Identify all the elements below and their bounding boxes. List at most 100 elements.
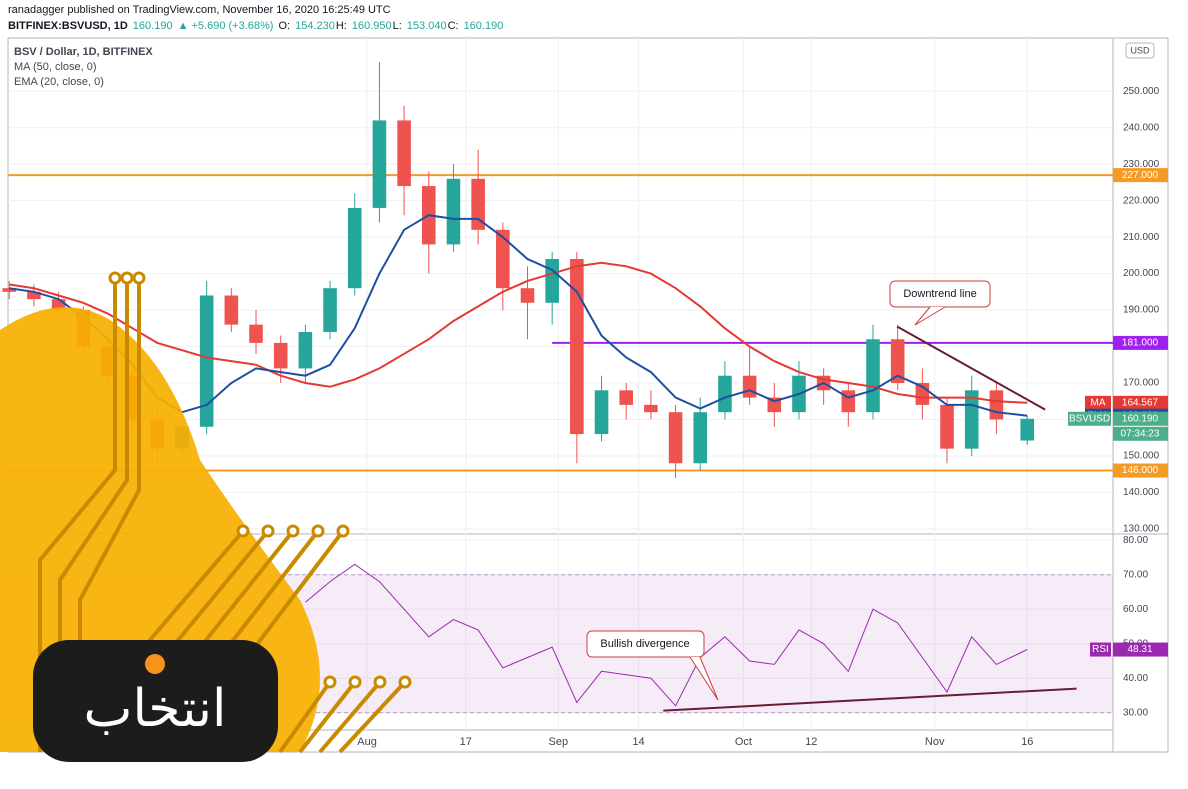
x-tick-label: 12 (805, 736, 817, 748)
price-tag-name: BSVUSD (1069, 413, 1110, 424)
y-tick-label: 240.000 (1123, 122, 1160, 133)
annotation-pointer (689, 656, 719, 701)
currency-box (1125, 42, 1155, 59)
candle-body (742, 375, 757, 398)
watermark-badge (33, 640, 278, 762)
rsi-tag-name: RSI (1092, 644, 1109, 655)
watermark-coin (145, 654, 165, 674)
candle-body (249, 324, 263, 343)
publisher: ranadagger published on TradingView.com,… (8, 4, 391, 16)
y-tick-label: 200.000 (1123, 268, 1160, 279)
watermark: انتخاب (0, 271, 412, 762)
quote-part: C: (448, 20, 459, 32)
annotation-pointer (914, 306, 946, 326)
rsi-tag-label: 48.31 (1127, 644, 1152, 655)
candle-body (496, 229, 510, 289)
rsi-tag-name-box (1090, 642, 1111, 657)
rsi-line (305, 563, 1028, 707)
quote-part: 160.950 (352, 20, 392, 32)
price-tag-name-box (1068, 411, 1111, 426)
quote-part: 160.190 (133, 20, 173, 32)
price-tag-label: 160.190 (1122, 413, 1159, 424)
quote-part: 153.040 (407, 20, 447, 32)
y-tick-label: 60.00 (1123, 604, 1148, 615)
candle-body (989, 390, 1004, 420)
candle-body (199, 295, 214, 427)
x-tick-label: 16 (1021, 736, 1033, 748)
price-tag-name-box (1085, 395, 1111, 410)
candle-body (2, 288, 17, 292)
rsi-tag-box (1113, 642, 1168, 657)
price-tag-box (1113, 411, 1168, 426)
candle-body (668, 412, 683, 464)
x-tick-label: Oct (735, 736, 752, 748)
level-tag-label: 146.000 (1122, 465, 1159, 476)
level-tag-label: 227.000 (1122, 170, 1159, 181)
y-tick-label: 140.000 (1123, 487, 1160, 498)
candle-body (1020, 418, 1035, 441)
countdown-box (1113, 426, 1168, 441)
trendline (896, 325, 1046, 411)
quote-part: ▲ +5.690 (+3.68%) (178, 20, 274, 32)
y-tick-label: 190.000 (1123, 305, 1160, 316)
y-tick-label: 220.000 (1123, 195, 1160, 206)
quote-part: 160.190 (464, 20, 504, 32)
x-tick-label: Aug (357, 736, 377, 748)
trendline (663, 687, 1077, 712)
candle-body (347, 207, 362, 289)
candle-body (866, 339, 880, 413)
candle-body (372, 120, 387, 208)
annotation: Downtrend line (903, 288, 976, 300)
candle-body (619, 390, 633, 405)
candle-body (940, 404, 954, 449)
y-tick-label: 70.00 (1123, 569, 1148, 580)
price-tag-name: MA (1091, 397, 1106, 408)
watermark-text: انتخاب (84, 679, 227, 739)
watermark-nodes (108, 271, 412, 689)
candle-body (471, 178, 485, 230)
candle-body (51, 299, 66, 311)
candle-body (27, 291, 41, 300)
candle-body (841, 390, 856, 413)
candle-body (890, 339, 905, 384)
annotation-box (586, 630, 705, 658)
y-tick-label: 80.00 (1123, 535, 1148, 546)
candle-body (397, 120, 411, 187)
y-tick-label: 210.000 (1123, 232, 1160, 243)
quote-part: H: (336, 20, 347, 32)
y-tick-label: 230.000 (1123, 159, 1160, 170)
candle-body (520, 288, 535, 303)
x-tick-label: 17 (460, 736, 472, 748)
quote-part: 154.230 (295, 20, 335, 32)
y-tick-label: 250.000 (1123, 86, 1160, 97)
candle-body (446, 178, 461, 245)
x-tick-label: Sep (549, 736, 569, 748)
currency: USD (1130, 45, 1150, 55)
y-tick-label: 130.000 (1123, 524, 1160, 535)
level-tag-box (1113, 168, 1168, 183)
quote-part: BITFINEX:BSVUSD, 1D (8, 20, 128, 32)
candle-body (298, 331, 313, 369)
y-tick-label: 30.00 (1123, 707, 1148, 718)
candle-body (545, 259, 559, 303)
y-tick-label: 40.00 (1123, 673, 1148, 684)
annotation: Bullish divergence (600, 638, 689, 650)
countdown: 07:34:23 (1121, 428, 1160, 439)
quote-line: BITFINEX:BSVUSD, 1D 160.190 ▲ +5.690 (+3.6… (8, 20, 503, 32)
candle-body (718, 375, 732, 413)
indicator-line (9, 261, 1028, 404)
candle-body (273, 342, 288, 369)
candle-body (693, 412, 708, 464)
x-tick-label: Nov (925, 736, 945, 748)
level-tag-box (1113, 463, 1168, 478)
y-tick-label: 170.000 (1123, 378, 1160, 389)
candle-body (323, 288, 337, 332)
price-tag-box (1113, 395, 1168, 410)
candle-body (570, 259, 584, 435)
chart-title: BSV / Dollar, 1D, BITFINEX (14, 46, 153, 58)
quote-part: L: (393, 20, 402, 32)
level-tag-label: 181.000 (1122, 338, 1159, 349)
level-tag-box (1113, 335, 1168, 350)
